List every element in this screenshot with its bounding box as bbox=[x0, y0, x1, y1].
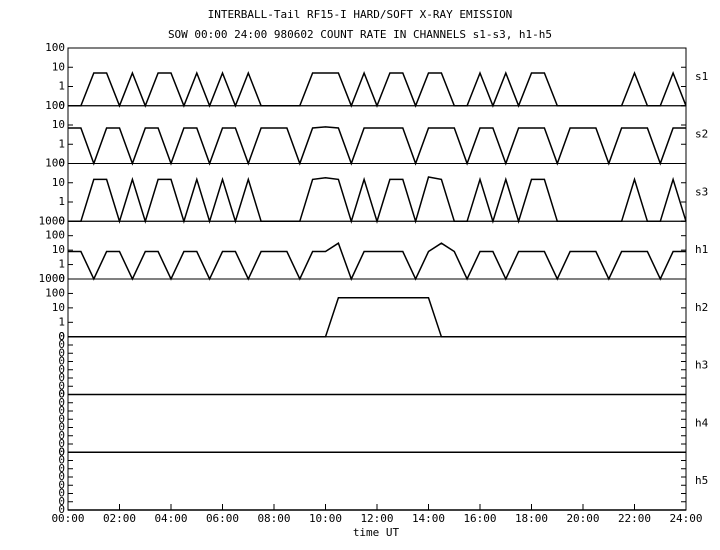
y-tick-label: 10 bbox=[52, 118, 65, 131]
y-tick-label: 1 bbox=[58, 80, 65, 93]
y-tick-label: 0 bbox=[58, 363, 65, 376]
y-tick-label: 0 bbox=[58, 371, 65, 384]
y-tick-label: 1 bbox=[58, 258, 65, 271]
series-label: s2 bbox=[695, 128, 708, 141]
x-tick-label: 12:00 bbox=[360, 512, 393, 525]
y-tick-label: 100 bbox=[45, 229, 65, 242]
y-tick-label: 0 bbox=[58, 404, 65, 417]
y-tick-label: 0 bbox=[58, 157, 65, 170]
series-label: h4 bbox=[695, 416, 709, 429]
series-label: h2 bbox=[695, 301, 708, 314]
x-tick-label: 00:00 bbox=[51, 512, 84, 525]
y-tick-label: 0 bbox=[58, 462, 65, 475]
y-tick-label: 0 bbox=[58, 478, 65, 491]
chart-subtitle: SOW 00:00 24:00 980602 COUNT RATE IN CHA… bbox=[168, 28, 552, 41]
y-tick-label: 100 bbox=[45, 286, 65, 299]
y-tick-label: 0 bbox=[58, 338, 65, 351]
x-tick-label: 24:00 bbox=[669, 512, 702, 525]
y-tick-label: 0 bbox=[58, 421, 65, 434]
y-tick-label: 10 bbox=[52, 60, 65, 73]
x-axis-label: time UT bbox=[353, 526, 400, 539]
y-tick-label: 0 bbox=[58, 503, 65, 516]
x-tick-label: 10:00 bbox=[309, 512, 342, 525]
y-tick-label: 0 bbox=[58, 99, 65, 112]
series-label: s3 bbox=[695, 185, 708, 198]
x-tick-label: 20:00 bbox=[566, 512, 599, 525]
series-label: s1 bbox=[695, 70, 708, 83]
y-tick-label: 0 bbox=[58, 346, 65, 359]
y-tick-label: 1 bbox=[58, 315, 65, 328]
y-tick-label: 0 bbox=[58, 445, 65, 458]
y-tick-label: 0 bbox=[58, 396, 65, 409]
x-tick-label: 14:00 bbox=[412, 512, 445, 525]
x-tick-label: 06:00 bbox=[206, 512, 239, 525]
y-tick-label: 100 bbox=[45, 41, 65, 54]
y-tick-label: 0 bbox=[58, 272, 65, 285]
y-tick-label: 0 bbox=[58, 379, 65, 392]
y-tick-label: 0 bbox=[58, 330, 65, 343]
series-label: h5 bbox=[695, 474, 708, 487]
y-tick-label: 0 bbox=[58, 214, 65, 227]
x-tick-label: 02:00 bbox=[103, 512, 136, 525]
y-tick-label: 1000 bbox=[39, 272, 66, 285]
y-tick-label: 10 bbox=[52, 301, 65, 314]
series-label: h1 bbox=[695, 243, 708, 256]
y-tick-label: 0 bbox=[58, 454, 65, 467]
y-tick-label: 0 bbox=[58, 470, 65, 483]
y-tick-label: 0 bbox=[58, 437, 65, 450]
x-tick-label: 16:00 bbox=[463, 512, 496, 525]
y-tick-label: 1 bbox=[58, 137, 65, 150]
x-tick-label: 04:00 bbox=[154, 512, 187, 525]
y-tick-label: 1000 bbox=[39, 214, 66, 227]
y-tick-label: 1 bbox=[58, 195, 65, 208]
y-tick-label: 100 bbox=[45, 157, 65, 170]
y-tick-label: 0 bbox=[58, 495, 65, 508]
chart-title: INTERBALL-Tail RF15-I HARD/SOFT X-RAY EM… bbox=[208, 8, 513, 21]
y-tick-label: 0 bbox=[58, 355, 65, 368]
y-tick-label: 100 bbox=[45, 99, 65, 112]
y-tick-label: 0 bbox=[58, 429, 65, 442]
x-tick-label: 08:00 bbox=[257, 512, 290, 525]
y-tick-label: 0 bbox=[58, 445, 65, 458]
y-tick-label: 0 bbox=[58, 412, 65, 425]
y-tick-label: 0 bbox=[58, 330, 65, 343]
y-tick-label: 10 bbox=[52, 243, 65, 256]
y-tick-label: 0 bbox=[58, 388, 65, 401]
x-tick-label: 18:00 bbox=[515, 512, 548, 525]
y-tick-label: 0 bbox=[58, 388, 65, 401]
y-tick-label: 10 bbox=[52, 176, 65, 189]
x-tick-label: 22:00 bbox=[618, 512, 651, 525]
series-label: h3 bbox=[695, 359, 708, 372]
y-tick-label: 0 bbox=[58, 487, 65, 500]
